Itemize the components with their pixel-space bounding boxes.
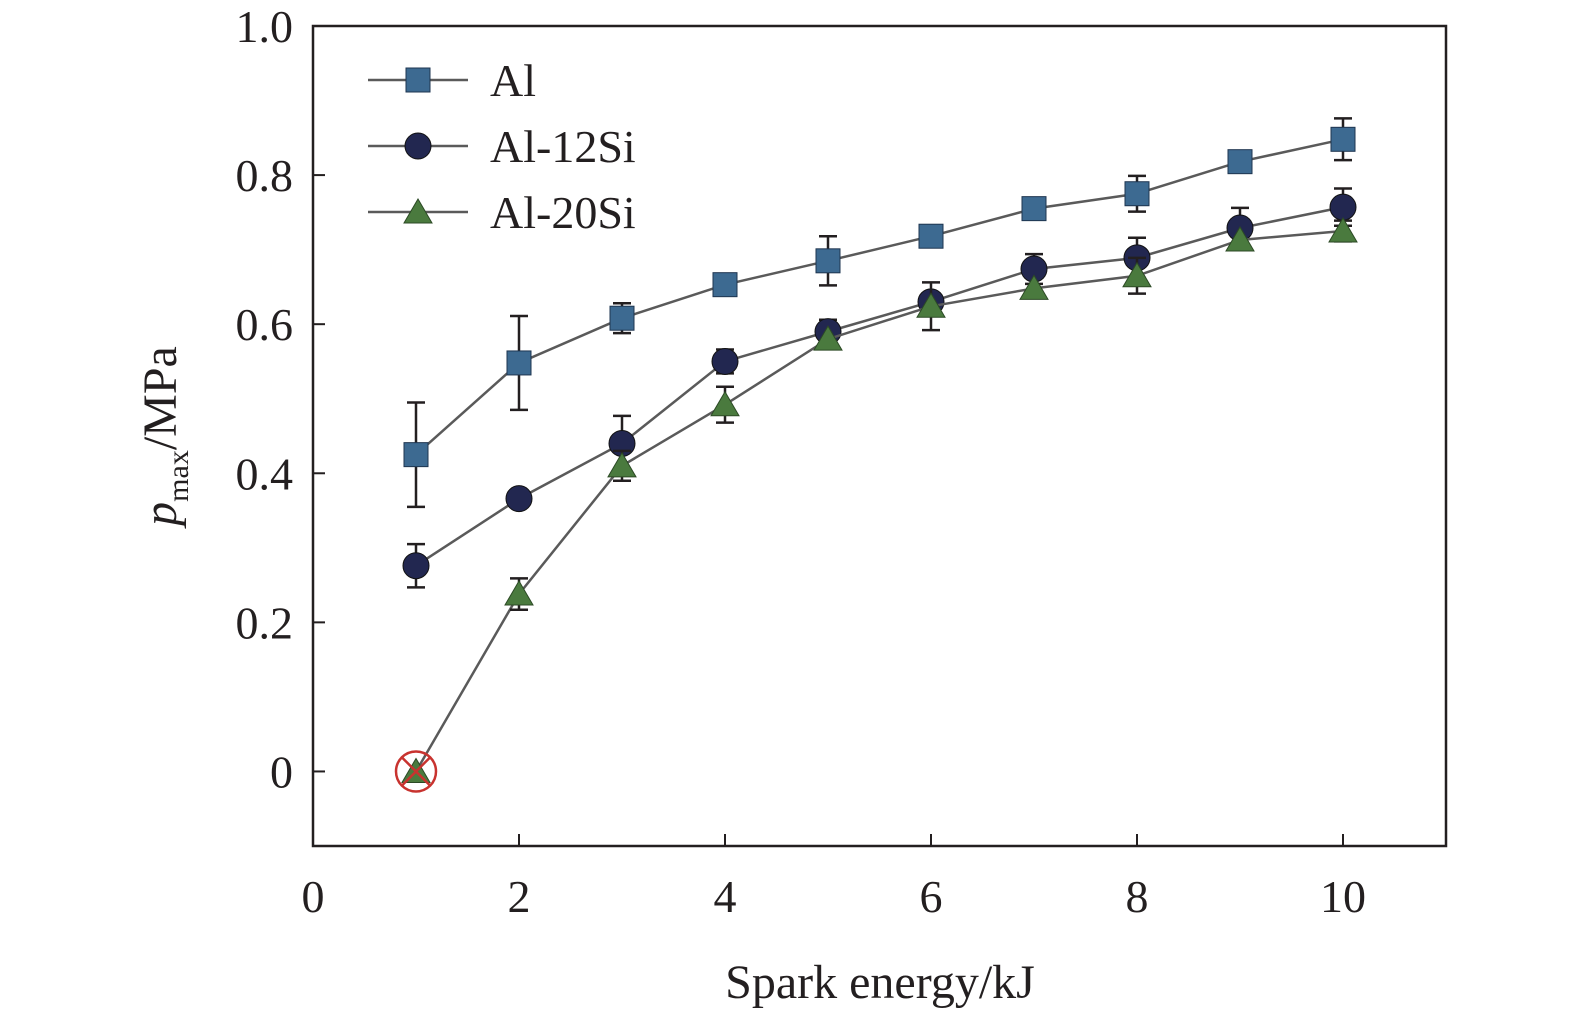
y-axis-title: pmax/MPa xyxy=(134,346,195,529)
data-point-al-20si xyxy=(916,292,946,318)
y-tick-label: 1.0 xyxy=(236,1,294,52)
legend-label: Al-12Si xyxy=(490,121,636,172)
data-point-al-20si xyxy=(607,451,637,478)
y-tick-label: 0.2 xyxy=(236,597,294,648)
legend: Al Al-12Si Al-20Si xyxy=(368,55,636,238)
series-layer xyxy=(401,117,1358,783)
series-line-al xyxy=(415,138,1344,456)
x-tick-label: 2 xyxy=(508,871,531,922)
x-axis-ticks: 0 2 4 6 8 10 xyxy=(302,834,1366,922)
data-point-al xyxy=(403,442,429,468)
data-point-al xyxy=(609,305,635,331)
legend-marker-al-20si xyxy=(403,198,433,224)
y-tick-label: 0.4 xyxy=(236,448,294,499)
plot-area-frame xyxy=(311,24,1448,848)
data-point-al-20si xyxy=(1019,274,1049,300)
annotation-layer xyxy=(394,750,438,793)
data-point-al-20si xyxy=(504,580,534,606)
y-tick-label: 0.8 xyxy=(236,150,294,201)
legend-item-al-20si: Al-20Si xyxy=(368,187,636,238)
y-tick-label: 0.6 xyxy=(236,299,294,350)
data-point-al-20si xyxy=(710,390,740,417)
x-tick-label: 10 xyxy=(1320,871,1366,922)
data-point-al xyxy=(712,272,738,298)
data-point-al-20si xyxy=(813,325,843,351)
data-point-al-20si xyxy=(1328,217,1358,243)
legend-marker-al-12si xyxy=(404,132,432,160)
legend-item-al: Al xyxy=(368,55,536,106)
data-point-al-12si xyxy=(505,485,533,513)
data-point-al-20si xyxy=(1122,261,1152,288)
y-tick-label: 0 xyxy=(270,746,293,797)
data-point-al-12si xyxy=(1329,193,1357,221)
y-axis-ticks: 0 0.2 0.4 0.6 0.8 1.0 xyxy=(236,1,325,797)
y-axis-title-subscript: max xyxy=(162,450,195,502)
series-line-al-20si xyxy=(414,229,1344,773)
series-al xyxy=(403,117,1356,509)
data-point-al xyxy=(1227,149,1253,175)
data-point-al xyxy=(815,248,841,274)
data-point-al-12si xyxy=(402,552,430,580)
y-axis-title-main: p xyxy=(134,502,187,529)
legend-label: Al-20Si xyxy=(490,187,636,238)
legend-marker-al xyxy=(405,67,431,93)
x-axis-title: Spark energy/kJ xyxy=(725,956,1035,1009)
x-tick-label: 4 xyxy=(714,871,737,922)
data-point-al-20si xyxy=(1225,225,1255,252)
y-axis-title-suffix: /MPa xyxy=(134,346,187,450)
data-point-al xyxy=(506,350,532,376)
data-point-al xyxy=(918,223,944,249)
x-tick-label: 0 xyxy=(302,871,325,922)
no-ignition-mark xyxy=(394,750,438,793)
series-line-al-12si xyxy=(415,205,1344,567)
data-point-al xyxy=(1124,181,1150,207)
no-ignition-circle xyxy=(394,750,438,793)
legend-item-al-12si: Al-12Si xyxy=(368,121,636,172)
data-point-al xyxy=(1330,126,1356,152)
x-tick-label: 8 xyxy=(1126,871,1149,922)
x-tick-label: 6 xyxy=(920,871,943,922)
data-point-al-12si xyxy=(711,347,739,375)
no-ignition-cross xyxy=(401,756,431,787)
legend-label: Al xyxy=(490,55,536,106)
data-point-al xyxy=(1021,196,1047,222)
series-al-20si xyxy=(401,217,1358,783)
